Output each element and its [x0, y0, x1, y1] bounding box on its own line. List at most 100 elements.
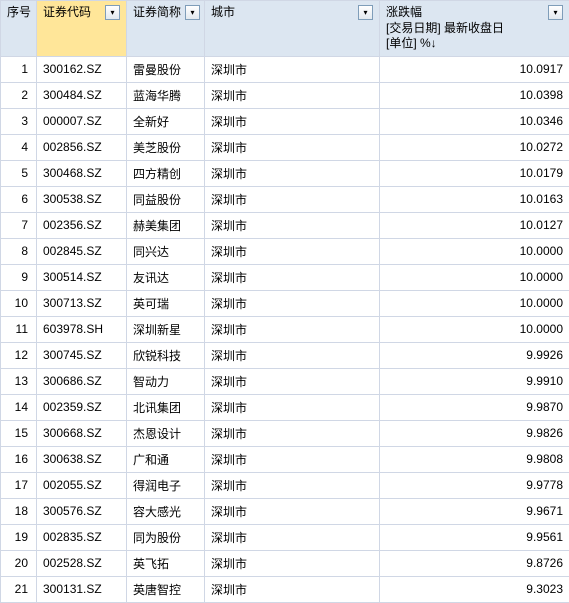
cell-code: 000007.SZ [37, 108, 127, 134]
cell-name: 英唐智控 [127, 576, 205, 602]
table-row[interactable]: 19002835.SZ同为股份深圳市9.9561 [1, 524, 569, 550]
cell-city: 深圳市 [205, 186, 380, 212]
cell-city: 深圳市 [205, 134, 380, 160]
cell-seq: 16 [1, 446, 37, 472]
cell-city: 深圳市 [205, 290, 380, 316]
table-row[interactable]: 9300514.SZ友讯达深圳市10.0000 [1, 264, 569, 290]
cell-change: 10.0000 [380, 290, 569, 316]
cell-seq: 3 [1, 108, 37, 134]
cell-code: 002835.SZ [37, 524, 127, 550]
cell-name: 英可瑞 [127, 290, 205, 316]
cell-name: 英飞拓 [127, 550, 205, 576]
dropdown-icon[interactable]: ▾ [185, 5, 200, 20]
securities-table: 序号 证券代码 ▾ 证券简称 ▾ 城市 ▾ [0, 0, 569, 603]
cell-seq: 2 [1, 82, 37, 108]
table-row[interactable]: 14002359.SZ北讯集团深圳市9.9870 [1, 394, 569, 420]
cell-change: 9.8726 [380, 550, 569, 576]
cell-city: 深圳市 [205, 56, 380, 82]
table-row[interactable]: 4002856.SZ美芝股份深圳市10.0272 [1, 134, 569, 160]
cell-seq: 7 [1, 212, 37, 238]
cell-name: 雷曼股份 [127, 56, 205, 82]
header-name-label: 证券简称 [133, 5, 181, 21]
table-row[interactable]: 16300638.SZ广和通深圳市9.9808 [1, 446, 569, 472]
cell-name: 智动力 [127, 368, 205, 394]
cell-city: 深圳市 [205, 82, 380, 108]
table-row[interactable]: 12300745.SZ欣锐科技深圳市9.9926 [1, 342, 569, 368]
cell-city: 深圳市 [205, 498, 380, 524]
cell-change: 10.0127 [380, 212, 569, 238]
cell-code: 002856.SZ [37, 134, 127, 160]
table-row[interactable]: 11603978.SH深圳新星深圳市10.0000 [1, 316, 569, 342]
cell-city: 深圳市 [205, 524, 380, 550]
cell-city: 深圳市 [205, 108, 380, 134]
cell-city: 深圳市 [205, 472, 380, 498]
cell-name: 广和通 [127, 446, 205, 472]
cell-name: 同为股份 [127, 524, 205, 550]
cell-change: 9.9910 [380, 368, 569, 394]
cell-city: 深圳市 [205, 316, 380, 342]
cell-name: 深圳新星 [127, 316, 205, 342]
header-seq[interactable]: 序号 [1, 1, 37, 57]
cell-code: 300745.SZ [37, 342, 127, 368]
table-body: 1300162.SZ雷曼股份深圳市10.09172300484.SZ蓝海华腾深圳… [1, 56, 569, 602]
cell-seq: 10 [1, 290, 37, 316]
cell-seq: 17 [1, 472, 37, 498]
header-change-sub1: [交易日期] 最新收盘日 [386, 21, 504, 37]
cell-code: 300514.SZ [37, 264, 127, 290]
cell-code: 300468.SZ [37, 160, 127, 186]
dropdown-icon[interactable]: ▾ [358, 5, 373, 20]
cell-city: 深圳市 [205, 576, 380, 602]
table-row[interactable]: 20002528.SZ英飞拓深圳市9.8726 [1, 550, 569, 576]
header-change[interactable]: 涨跌幅 [交易日期] 最新收盘日 [单位] %↓ ▾ [380, 1, 569, 57]
cell-city: 深圳市 [205, 160, 380, 186]
header-code[interactable]: 证券代码 ▾ [37, 1, 127, 57]
cell-name: 同兴达 [127, 238, 205, 264]
cell-name: 容大感光 [127, 498, 205, 524]
cell-seq: 9 [1, 264, 37, 290]
cell-name: 四方精创 [127, 160, 205, 186]
table-header-row: 序号 证券代码 ▾ 证券简称 ▾ 城市 ▾ [1, 1, 569, 57]
table-row[interactable]: 21300131.SZ英唐智控深圳市9.3023 [1, 576, 569, 602]
table-row[interactable]: 8002845.SZ同兴达深圳市10.0000 [1, 238, 569, 264]
table-row[interactable]: 13300686.SZ智动力深圳市9.9910 [1, 368, 569, 394]
cell-city: 深圳市 [205, 342, 380, 368]
cell-change: 10.0346 [380, 108, 569, 134]
header-change-sub2: [单位] %↓ [386, 36, 504, 52]
cell-seq: 20 [1, 550, 37, 576]
header-change-label: 涨跌幅 [386, 5, 422, 19]
cell-code: 002845.SZ [37, 238, 127, 264]
cell-code: 300576.SZ [37, 498, 127, 524]
header-city[interactable]: 城市 ▾ [205, 1, 380, 57]
cell-change: 10.0917 [380, 56, 569, 82]
table-row[interactable]: 1300162.SZ雷曼股份深圳市10.0917 [1, 56, 569, 82]
table-row[interactable]: 7002356.SZ赫美集团深圳市10.0127 [1, 212, 569, 238]
cell-city: 深圳市 [205, 446, 380, 472]
cell-name: 全新好 [127, 108, 205, 134]
cell-code: 300668.SZ [37, 420, 127, 446]
table-row[interactable]: 3000007.SZ全新好深圳市10.0346 [1, 108, 569, 134]
cell-change: 9.3023 [380, 576, 569, 602]
cell-change: 9.9870 [380, 394, 569, 420]
cell-code: 603978.SH [37, 316, 127, 342]
cell-city: 深圳市 [205, 238, 380, 264]
table-row[interactable]: 5300468.SZ四方精创深圳市10.0179 [1, 160, 569, 186]
table-row[interactable]: 17002055.SZ得润电子深圳市9.9778 [1, 472, 569, 498]
cell-code: 002356.SZ [37, 212, 127, 238]
cell-code: 300538.SZ [37, 186, 127, 212]
dropdown-icon[interactable]: ▾ [105, 5, 120, 20]
cell-city: 深圳市 [205, 420, 380, 446]
table-row[interactable]: 10300713.SZ英可瑞深圳市10.0000 [1, 290, 569, 316]
table-row[interactable]: 2300484.SZ蓝海华腾深圳市10.0398 [1, 82, 569, 108]
table-row[interactable]: 18300576.SZ容大感光深圳市9.9671 [1, 498, 569, 524]
cell-code: 300131.SZ [37, 576, 127, 602]
cell-code: 300162.SZ [37, 56, 127, 82]
table-row[interactable]: 6300538.SZ同益股份深圳市10.0163 [1, 186, 569, 212]
dropdown-icon[interactable]: ▾ [548, 5, 563, 20]
header-name[interactable]: 证券简称 ▾ [127, 1, 205, 57]
header-code-label: 证券代码 [43, 5, 91, 21]
table-row[interactable]: 15300668.SZ杰恩设计深圳市9.9826 [1, 420, 569, 446]
cell-code: 300484.SZ [37, 82, 127, 108]
cell-name: 蓝海华腾 [127, 82, 205, 108]
cell-name: 友讯达 [127, 264, 205, 290]
cell-change: 9.9778 [380, 472, 569, 498]
